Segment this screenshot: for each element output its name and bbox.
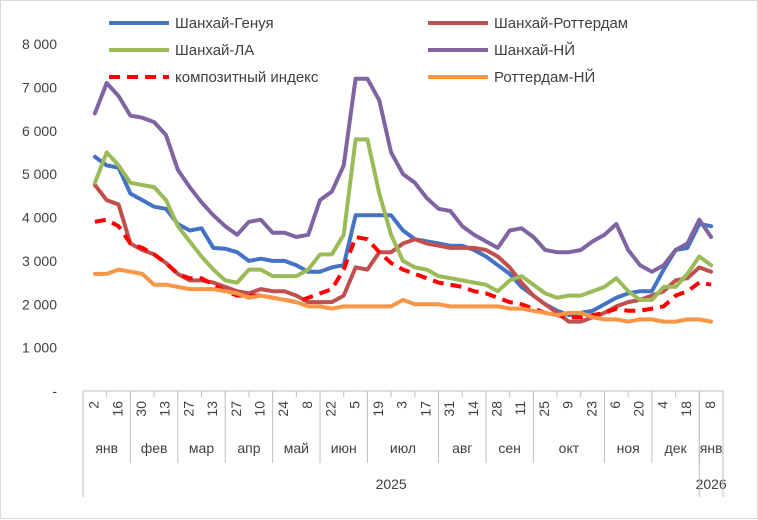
x-month-label: окт xyxy=(559,440,580,456)
x-day-label: 6 xyxy=(607,401,623,409)
series-line-6 xyxy=(92,267,714,324)
series-layer xyxy=(92,76,714,324)
x-day-label: 30 xyxy=(133,401,149,417)
legend: Шанхай-Генуя Шанхай-Роттердам Шанхай-ЛА Шан… xyxy=(109,15,628,86)
x-year-label: 2026 xyxy=(696,476,727,492)
x-day-label: 28 xyxy=(489,401,505,417)
x-day-label: 24 xyxy=(275,401,291,417)
y-tick-label: 1 000 xyxy=(22,340,57,356)
x-day-label: 4 xyxy=(654,401,670,409)
series-line-5 xyxy=(94,217,712,320)
x-year-label: 2025 xyxy=(376,476,407,492)
x-month-label: ноя xyxy=(617,440,640,456)
y-tick-label: 5 000 xyxy=(22,166,57,182)
x-month-label: сен xyxy=(498,440,521,456)
x-day-label: 20 xyxy=(631,401,647,417)
legend-label: Шанхай-НЙ xyxy=(494,41,575,59)
y-tick-label: 7 000 xyxy=(22,79,57,95)
x-month-label: дек xyxy=(665,440,688,456)
x-day-label: 13 xyxy=(157,401,173,417)
x-month-label: янв xyxy=(95,440,118,456)
x-day-label: 25 xyxy=(536,401,552,417)
x-day-label: 19 xyxy=(370,401,386,417)
x-month-label: фев xyxy=(141,440,168,456)
x-month-label: май xyxy=(284,440,309,456)
x-month-label: апр xyxy=(237,440,260,456)
series-line-1 xyxy=(92,154,714,318)
x-month-label: июн xyxy=(331,440,357,456)
x-day-label: 8 xyxy=(702,401,718,409)
x-day-label: 31 xyxy=(441,401,457,417)
x-day-label: 5 xyxy=(346,401,362,409)
y-tick-label: 8 000 xyxy=(22,36,57,52)
x-day-label: 9 xyxy=(560,401,576,409)
x-day-label: 17 xyxy=(417,401,433,417)
series-line-3 xyxy=(92,137,714,302)
axis-layer: - 1 000 2 000 3 000 4 000 5 000 6 000 7 000 8 00… xyxy=(22,36,727,497)
x-day-label: 18 xyxy=(678,401,694,417)
x-day-label: 22 xyxy=(323,401,339,417)
x-day-label: 2 xyxy=(86,401,102,409)
legend-label: Шанхай-Роттердам xyxy=(494,15,628,32)
x-month-label: янв xyxy=(700,440,723,456)
y-tick-label: 2 000 xyxy=(22,296,57,312)
x-day-label: 23 xyxy=(583,401,599,417)
y-tick-label: 6 000 xyxy=(22,123,57,139)
x-day-label: 3 xyxy=(394,401,410,409)
x-day-label: 14 xyxy=(465,401,481,417)
legend-label: Шанхай-Генуя xyxy=(175,15,274,32)
x-day-label: 16 xyxy=(109,401,125,417)
x-month-label: июл xyxy=(390,440,416,456)
x-day-label: 10 xyxy=(251,401,267,417)
x-day-label: 27 xyxy=(180,401,196,417)
x-day-label: 27 xyxy=(228,401,244,417)
y-tick-label: 4 000 xyxy=(22,210,57,226)
y-tick-label: - xyxy=(52,383,57,399)
x-month-label: авг xyxy=(452,440,472,456)
legend-label: Роттердам-НЙ xyxy=(494,68,595,86)
y-tick-label: 3 000 xyxy=(22,253,57,269)
series-line-4 xyxy=(92,76,714,274)
x-day-label: 13 xyxy=(204,401,220,417)
legend-label: Шанхай-ЛА xyxy=(175,42,254,59)
x-day-label: 8 xyxy=(299,401,315,409)
x-day-label: 11 xyxy=(512,401,528,416)
legend-label: композитный индекс xyxy=(175,69,319,86)
x-month-label: мар xyxy=(189,440,214,456)
